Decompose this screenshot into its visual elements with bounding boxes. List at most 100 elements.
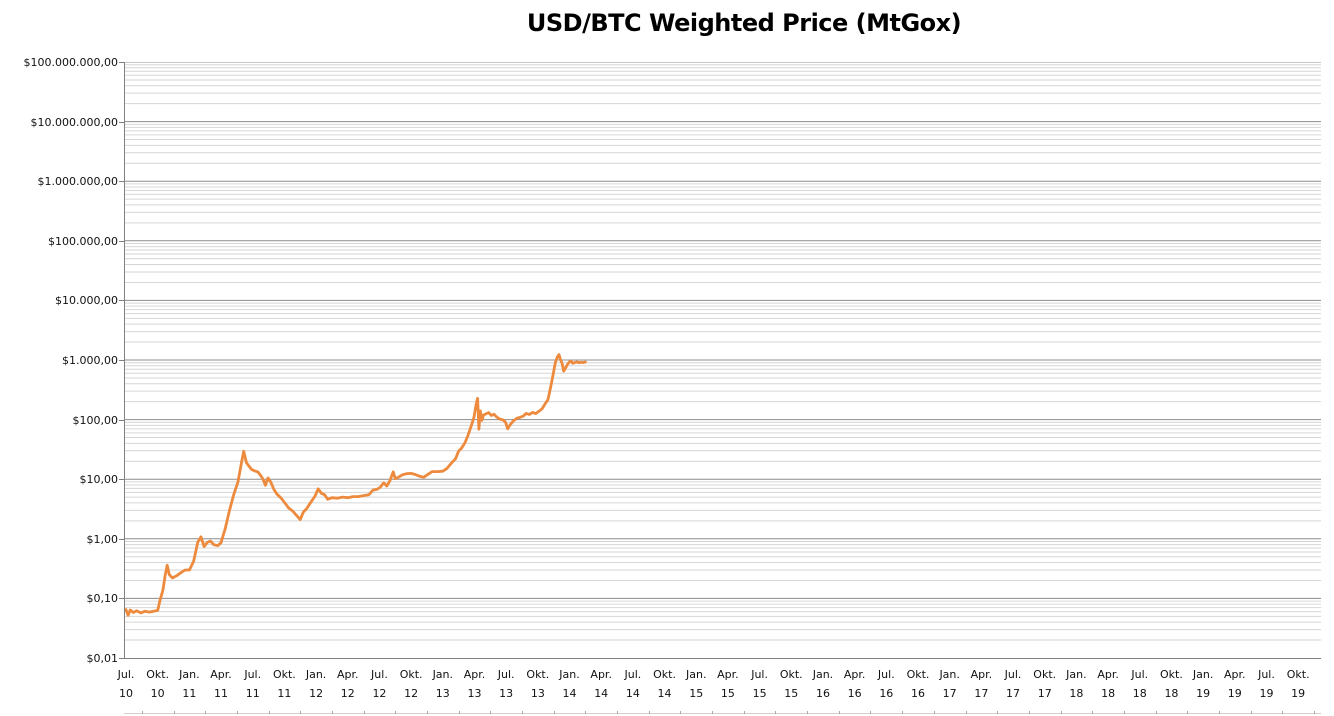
x-tick-month: Jul. — [1258, 668, 1275, 681]
category-strip-tick — [1155, 711, 1157, 714]
y-tick-mark — [119, 538, 124, 540]
category-strip-tick — [236, 711, 238, 714]
x-tick-year: 15 — [689, 687, 704, 700]
y-tick-mark — [119, 360, 124, 361]
category-strip-tick — [902, 711, 904, 714]
x-tick-month: Jan. — [812, 668, 834, 681]
y-tick-label: $100.000,00 — [48, 234, 118, 248]
category-strip-tick — [173, 711, 175, 714]
y-tick-mark — [119, 181, 124, 183]
x-tick-month: Okt. — [399, 668, 423, 681]
x-tick-year: 11 — [277, 687, 292, 700]
category-strip-tick — [205, 711, 207, 714]
x-tick-month: Okt. — [1160, 668, 1183, 681]
x-tick-year: 17 — [974, 687, 989, 700]
x-tick-month: Apr. — [1097, 668, 1119, 681]
y-tick-mark — [119, 300, 124, 302]
x-tick-month: Okt. — [1286, 668, 1310, 681]
x-tick-year: 15 — [752, 687, 767, 700]
y-tick-label: $100,00 — [72, 413, 119, 427]
x-tick-month: Apr. — [1224, 668, 1246, 681]
x-tick-month: Okt. — [526, 668, 550, 681]
x-tick-year: 14 — [562, 687, 577, 700]
x-tick-year: 19 — [1196, 687, 1211, 700]
x-tick-month: Jan. — [559, 668, 580, 681]
category-strip-tick — [553, 711, 555, 714]
category-strip-tick — [268, 711, 270, 714]
x-tick-month: Okt. — [146, 668, 170, 681]
x-tick-month: Apr. — [210, 668, 232, 681]
category-strip-tick — [648, 711, 650, 714]
x-tick-year: 16 — [815, 687, 830, 700]
y-tick-label: $0,10 — [86, 592, 119, 606]
x-tick-month: Jul. — [624, 668, 642, 681]
y-tick-label: $1.000.000,00 — [37, 175, 118, 189]
x-tick-month: Apr. — [717, 668, 739, 681]
x-tick-month: Okt. — [653, 668, 676, 681]
x-tick-year: 10 — [150, 687, 165, 700]
x-tick-year: 18 — [1069, 687, 1084, 700]
x-tick-year: 19 — [1227, 687, 1242, 700]
x-tick-month: Apr. — [843, 668, 866, 681]
y-tick-label: $0,01 — [86, 652, 119, 665]
category-strip-tick — [1187, 711, 1189, 714]
x-tick-month: Jan. — [305, 668, 327, 681]
x-tick-month: Apr. — [590, 668, 612, 681]
x-tick-month: Jul. — [751, 668, 768, 681]
category-strip-tick — [870, 711, 872, 714]
y-tick-mark — [119, 479, 124, 481]
x-tick-year: 13 — [499, 687, 514, 700]
y-tick-mark — [119, 62, 124, 63]
x-tick-year: 16 — [847, 687, 862, 700]
x-tick-month: Jul. — [1131, 668, 1149, 681]
x-tick-year: 15 — [784, 687, 799, 700]
category-strip-tick — [933, 711, 935, 714]
category-strip-tick — [522, 711, 523, 714]
category-strip-tick — [1028, 711, 1030, 714]
x-tick-year: 18 — [1132, 687, 1147, 700]
x-tick-month: Jul. — [117, 668, 135, 681]
category-strip-tick — [775, 711, 777, 714]
category-strip-tick — [141, 711, 143, 714]
x-tick-month: Okt. — [272, 668, 296, 681]
x-tick-month: Apr. — [463, 668, 486, 681]
y-tick-mark — [119, 240, 124, 242]
x-tick-month: Jul. — [877, 668, 895, 681]
category-strip-tick — [1060, 711, 1062, 714]
category-strip-tick — [300, 711, 302, 714]
category-strip-tick — [1123, 711, 1125, 714]
x-tick-month: Apr. — [970, 668, 993, 681]
category-strip-tick — [965, 711, 967, 714]
y-tick-mark — [119, 598, 124, 600]
category-strip-tick — [585, 711, 587, 714]
category-strip-tick — [712, 711, 714, 714]
x-tick-month: Jan. — [1066, 668, 1087, 681]
x-tick-year: 16 — [911, 687, 925, 700]
y-tick-label: $10.000,00 — [55, 294, 118, 308]
y-tick-mark — [119, 121, 124, 123]
chart-title: USD/BTC Weighted Price (MtGox) — [526, 9, 962, 37]
y-tick-label: $10.000.000,00 — [30, 115, 118, 129]
x-tick-year: 18 — [1164, 687, 1179, 700]
category-strip-tick — [458, 711, 460, 714]
x-tick-year: 17 — [1006, 687, 1021, 700]
category-strip-tick — [807, 711, 809, 714]
x-tick-year: 19 — [1291, 687, 1306, 700]
x-tick-month: Jan. — [179, 668, 200, 681]
x-tick-year: 12 — [340, 687, 355, 700]
x-tick-year: 12 — [404, 687, 419, 700]
x-tick-month: Jul. — [244, 668, 262, 681]
x-tick-year: 13 — [467, 687, 482, 700]
x-tick-year: 10 — [119, 687, 133, 700]
x-tick-year: 18 — [1101, 687, 1116, 700]
y-tick-label: $10,00 — [79, 473, 119, 487]
x-tick-month: Jan. — [686, 668, 707, 681]
x-tick-year: 17 — [1037, 687, 1052, 700]
y-axis-line — [124, 62, 125, 659]
plot-area — [124, 62, 1321, 641]
category-strip-tick — [395, 711, 397, 714]
x-tick-month: Jul. — [1004, 668, 1022, 681]
x-tick-year: 16 — [879, 687, 894, 700]
x-tick-month: Okt. — [906, 668, 930, 681]
